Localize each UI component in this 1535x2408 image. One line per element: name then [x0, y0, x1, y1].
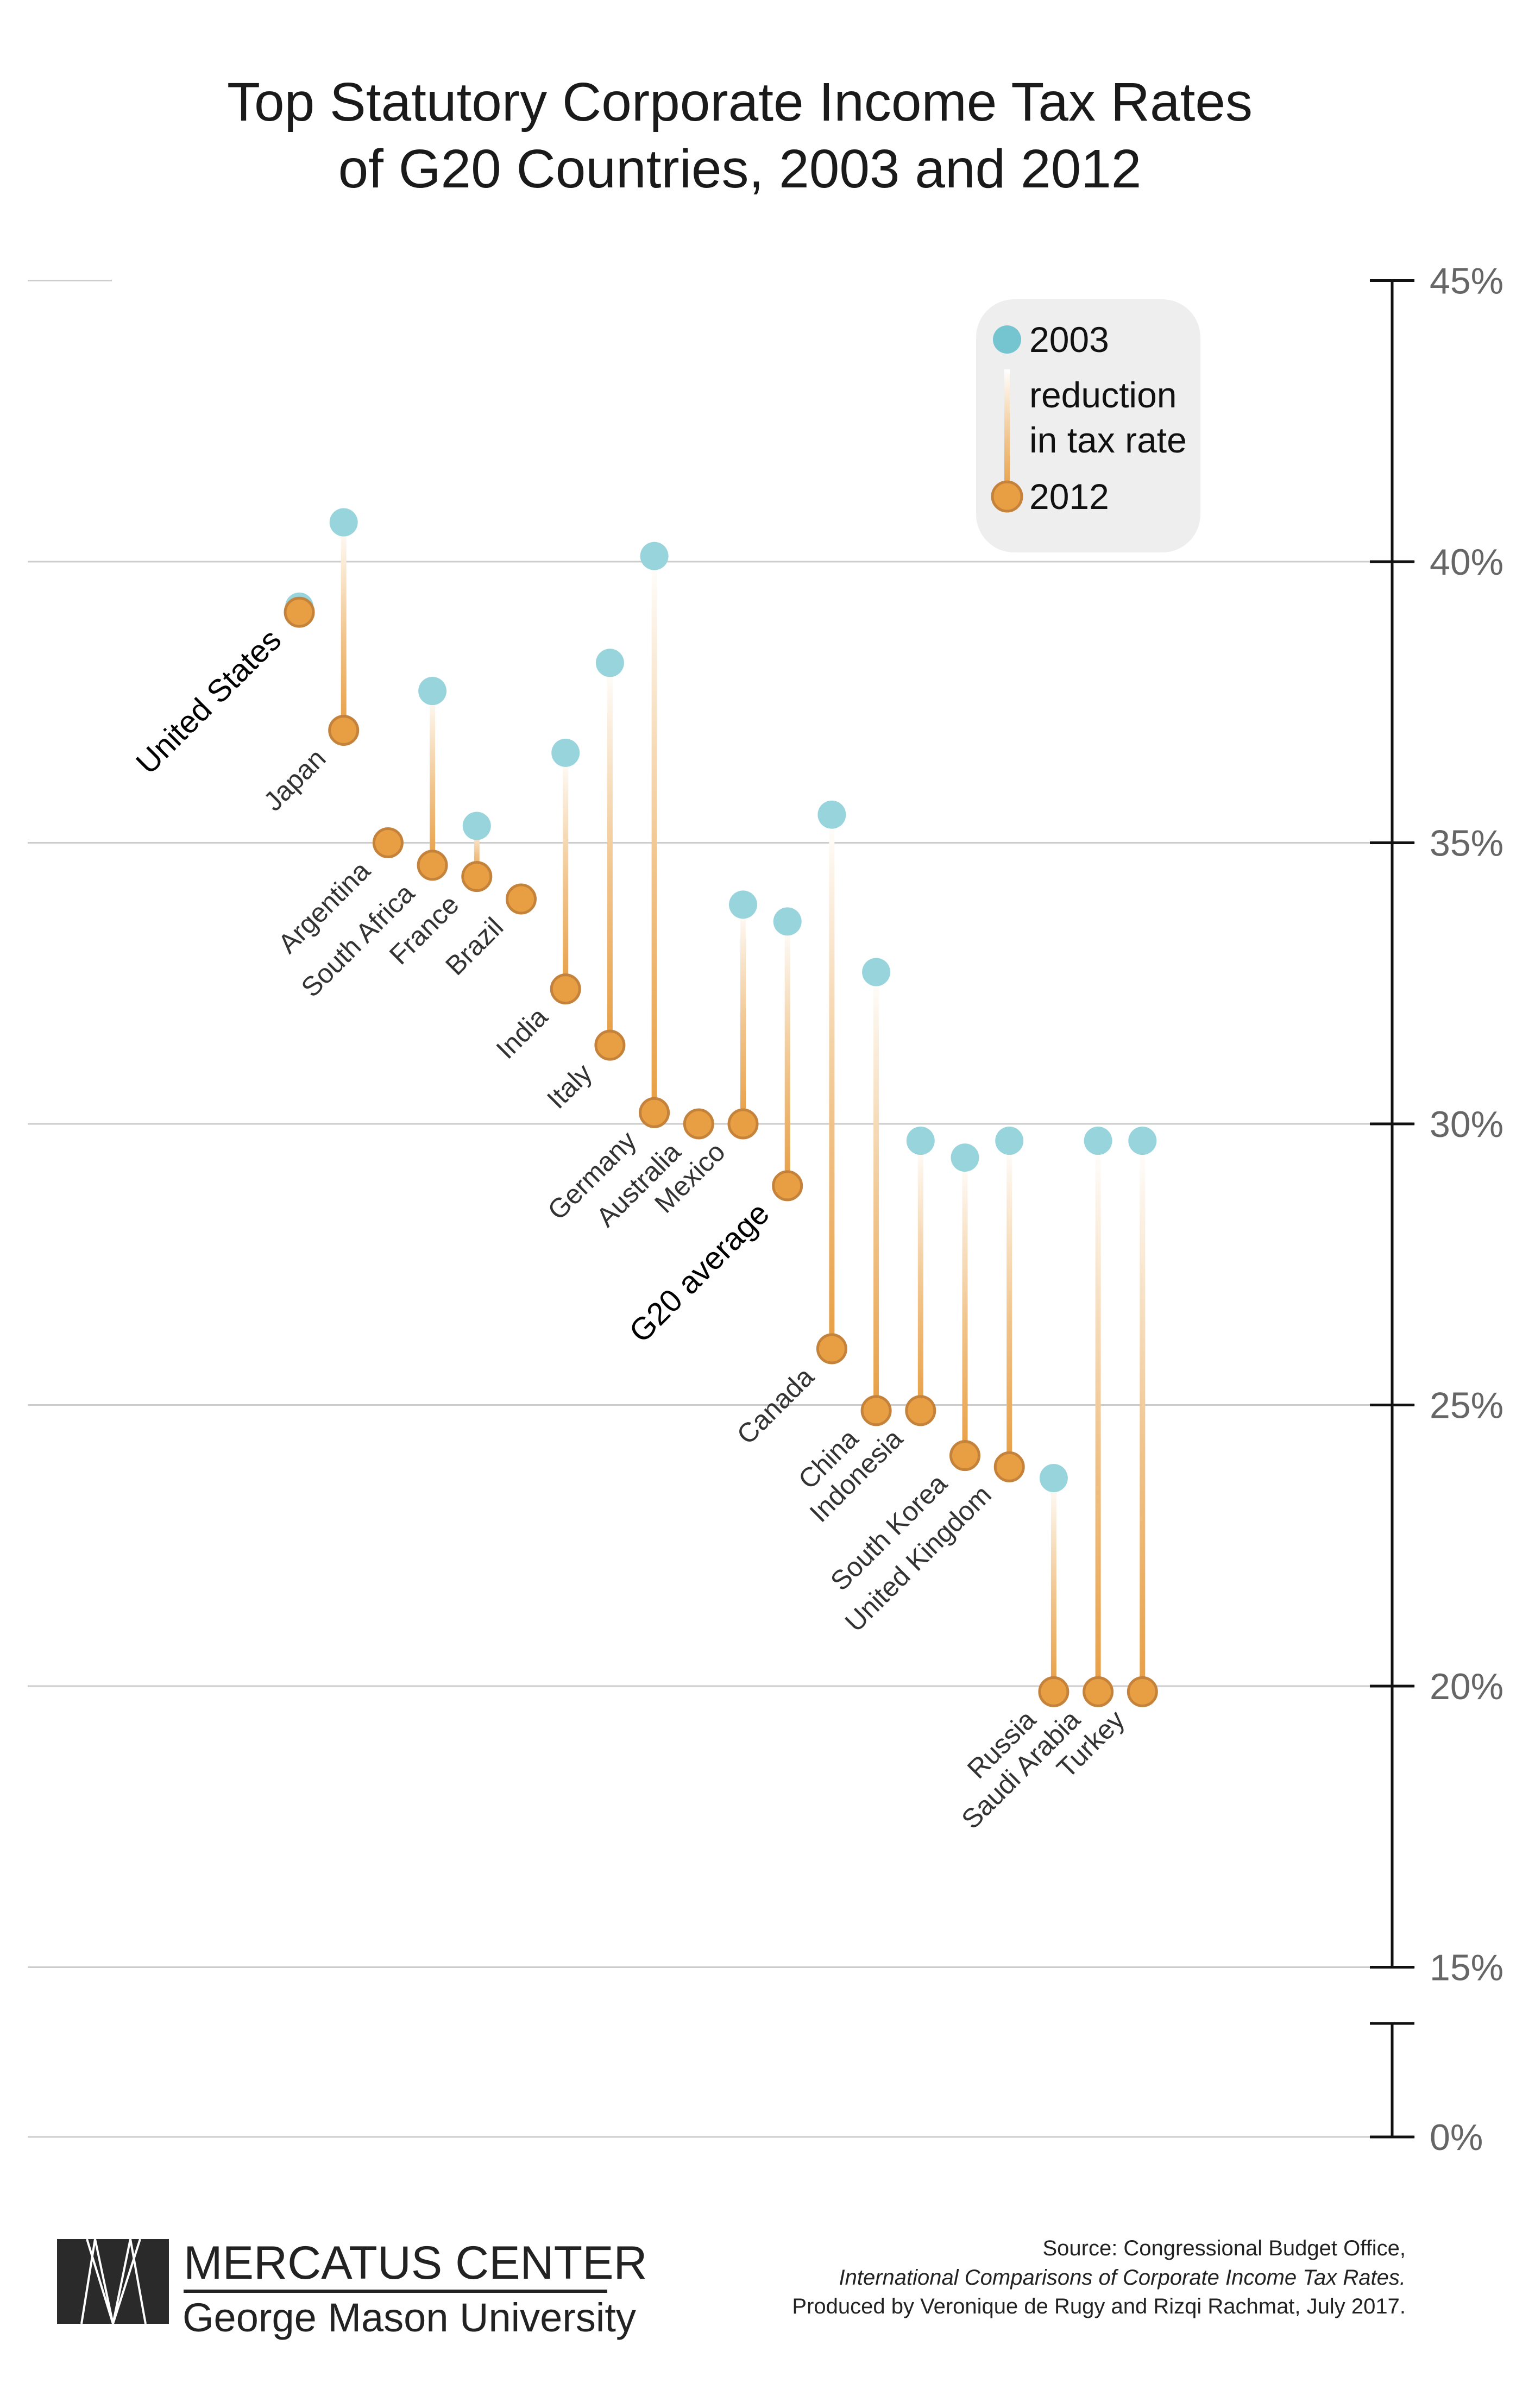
- dot-2003: [995, 1127, 1024, 1155]
- y-tick-label: 35%: [1430, 823, 1503, 864]
- reduction-line: [873, 972, 879, 1411]
- dot-2003: [640, 542, 669, 570]
- logo-line-2: George Mason University: [183, 2295, 636, 2340]
- dot-2003: [418, 677, 447, 706]
- reduction-line: [563, 752, 569, 989]
- country-label: Japan: [258, 743, 332, 817]
- dot-2003: [817, 800, 846, 829]
- chart-marks: [284, 508, 1158, 1707]
- gridlines: [28, 280, 1415, 2138]
- reduction-line: [430, 691, 436, 865]
- country-label: G20 average: [622, 1196, 776, 1349]
- legend-reduction-label-2: in tax rate: [1029, 420, 1187, 460]
- dot-2012: [550, 973, 581, 1005]
- y-tick-label: 30%: [1430, 1104, 1503, 1145]
- legend: 2003 reduction in tax rate 2012: [976, 299, 1200, 552]
- reduction-line: [1095, 1141, 1101, 1692]
- legend-background: [976, 299, 1200, 552]
- dot-2003: [1084, 1127, 1112, 1155]
- reduction-line: [962, 1158, 968, 1456]
- legend-reduction-label: reduction: [1029, 375, 1177, 415]
- dot-2003: [329, 508, 358, 537]
- dot-2003: [1039, 1464, 1068, 1493]
- dot-2003: [729, 890, 757, 919]
- chart-title-line-2: of G20 Countries, 2003 and 2012: [338, 139, 1142, 199]
- dot-2012: [1083, 1676, 1114, 1707]
- country-label: United States: [129, 622, 288, 781]
- country-label: Italy: [541, 1058, 597, 1114]
- dot-2012: [639, 1097, 670, 1128]
- dot-2012: [506, 883, 537, 915]
- y-tick-label: 20%: [1430, 1666, 1503, 1707]
- reduction-line: [1140, 1141, 1146, 1692]
- dot-2003: [551, 738, 580, 767]
- dot-2003: [773, 907, 802, 936]
- source-line-1: Source: Congressional Budget Office,: [1042, 2236, 1406, 2260]
- reduction-line: [651, 556, 657, 1113]
- dot-2003: [462, 812, 491, 840]
- reduction-line: [341, 522, 347, 731]
- y-tick-label: 25%: [1430, 1385, 1503, 1426]
- country-label: India: [490, 1002, 553, 1065]
- logo-mark: [57, 2239, 169, 2324]
- legend-2012-label: 2012: [1029, 476, 1109, 517]
- dot-2012: [328, 715, 360, 746]
- logo-mark-lines: [80, 2239, 147, 2328]
- y-tick-label: 45%: [1430, 261, 1503, 302]
- dot-2012: [284, 596, 315, 628]
- dot-2012: [772, 1170, 803, 1202]
- dot-2012: [1038, 1676, 1070, 1707]
- dot-2012: [727, 1108, 759, 1140]
- reduction-line: [784, 921, 790, 1186]
- y-tick-label: 40%: [1430, 542, 1503, 583]
- dot-2012: [461, 861, 493, 892]
- dot-2003: [1128, 1127, 1157, 1155]
- legend-2003-label: 2003: [1029, 319, 1109, 360]
- reduction-line: [1006, 1141, 1012, 1467]
- dot-2012: [683, 1108, 714, 1140]
- dot-2012: [417, 850, 448, 881]
- reduction-line: [917, 1141, 923, 1411]
- reduction-line: [607, 663, 613, 1046]
- legend-2003-marker: [993, 325, 1021, 354]
- dot-2012: [1127, 1676, 1158, 1707]
- dot-2012: [860, 1395, 892, 1426]
- dot-2003: [906, 1127, 935, 1155]
- legend-reduction-line: [1004, 369, 1010, 494]
- logo-line-1: MERCATUS CENTER: [184, 2237, 647, 2289]
- dot-2012: [372, 827, 404, 858]
- dot-2012: [816, 1333, 847, 1365]
- logo-divider: [184, 2290, 607, 2293]
- dot-2012: [905, 1395, 936, 1426]
- dot-2012: [993, 1451, 1025, 1482]
- reduction-line: [474, 826, 480, 877]
- source-line-2: International Comparisons of Corporate I…: [839, 2266, 1406, 2290]
- y-tick-label: 15%: [1430, 1947, 1503, 1989]
- reduction-line: [740, 904, 746, 1124]
- dot-2003: [595, 649, 624, 677]
- dot-2003: [951, 1143, 979, 1172]
- y-axis: 0% 15% 20% 25% 30% 35% 40% 45%: [1370, 261, 1503, 2158]
- dot-2012: [949, 1440, 980, 1472]
- chart-title-line-1: Top Statutory Corporate Income Tax Rates: [227, 72, 1253, 133]
- reduction-line: [1050, 1478, 1056, 1692]
- reduction-line: [829, 814, 835, 1349]
- dot-2003: [862, 958, 891, 986]
- source-line-3: Produced by Veronique de Rugy and Rizqi …: [792, 2294, 1406, 2318]
- legend-2012-marker: [991, 480, 1023, 513]
- mercatus-logo: MERCATUS CENTER George Mason University: [57, 2237, 647, 2340]
- y-tick-label: 0%: [1430, 2117, 1483, 2158]
- dot-2012: [594, 1029, 626, 1061]
